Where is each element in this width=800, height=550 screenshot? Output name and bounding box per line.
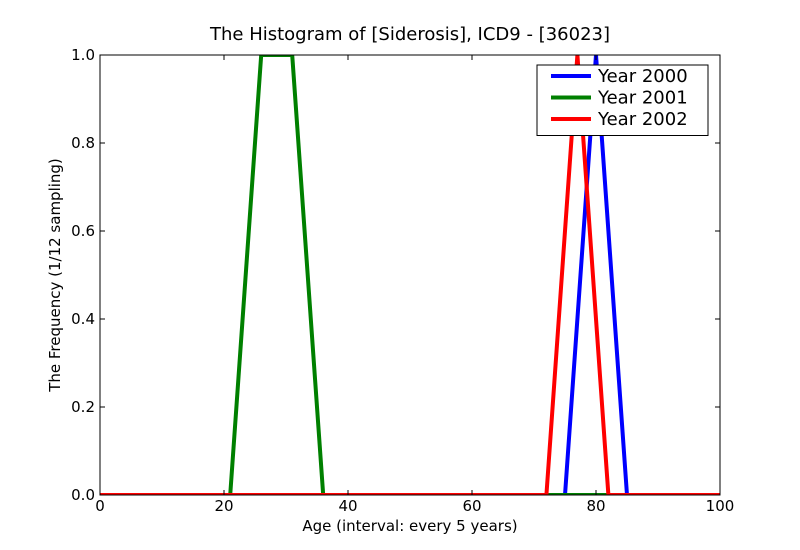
chart-title: The Histogram of [Siderosis], ICD9 - [36… xyxy=(209,24,610,45)
y-tick-label: 0.0 xyxy=(71,486,95,504)
x-tick-label: 60 xyxy=(462,497,481,515)
legend-label-3: Year 2002 xyxy=(597,109,688,130)
x-tick-label: 0 xyxy=(95,497,105,515)
y-tick-label: 0.8 xyxy=(71,134,95,152)
y-tick-label: 1.0 xyxy=(71,46,95,64)
axis-ticks: 0 20 40 60 80 100 0.0 0.2 0.4 0.6 0.8 1.0 xyxy=(71,46,734,515)
x-tick-label: 100 xyxy=(706,497,735,515)
x-axis-label: Age (interval: every 5 years) xyxy=(302,517,517,535)
y-axis-label: The Frequency (1/12 sampling) xyxy=(46,158,64,393)
legend-label-2: Year 2001 xyxy=(597,88,688,109)
legend-label-1: Year 2000 xyxy=(597,66,688,87)
y-tick-label: 0.6 xyxy=(71,222,95,240)
y-tick-label: 0.2 xyxy=(71,398,95,416)
x-tick-label: 40 xyxy=(338,497,357,515)
x-tick-label: 80 xyxy=(586,497,605,515)
x-tick-label: 20 xyxy=(214,497,233,515)
y-tick-label: 0.4 xyxy=(71,310,95,328)
axes-frame xyxy=(99,54,721,496)
